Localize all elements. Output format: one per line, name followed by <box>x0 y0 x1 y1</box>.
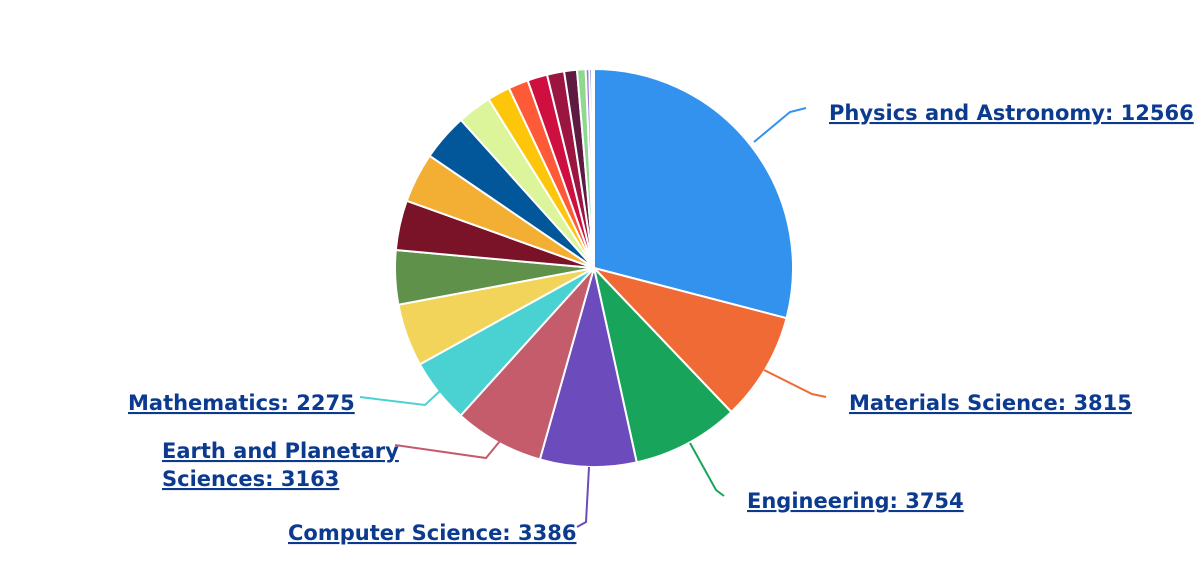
data-label-line: Computer Science: 3386 <box>288 521 576 545</box>
pie-slice-unlabeled-20[interactable] <box>590 67 595 269</box>
pie-slice-engineering[interactable] <box>592 264 733 464</box>
connector-materials-science <box>763 369 827 398</box>
slice-labels: Physics and Astronomy: 12566 Materials Sc… <box>128 101 1194 545</box>
data-label-line: Earth and Planetary <box>162 439 399 463</box>
data-label-line: Engineering: 3754 <box>747 489 964 513</box>
pie-slice-physics-and-astronomy[interactable] <box>593 67 794 320</box>
connector-mathematics <box>359 390 441 407</box>
connector-engineering <box>689 442 725 497</box>
data-label-engineering[interactable]: Engineering: 3754 <box>747 489 964 513</box>
data-label-computer-science[interactable]: Computer Science: 3386 <box>288 521 576 545</box>
data-label-materials-science[interactable]: Materials Science: 3815 <box>849 391 1132 415</box>
pie-slice-materials-science[interactable] <box>590 266 788 414</box>
pie-slices <box>394 67 794 468</box>
label-connectors <box>359 107 827 528</box>
pie-slice-computer-science[interactable] <box>538 267 638 468</box>
data-label-line: Physics and Astronomy: 12566 <box>829 101 1194 125</box>
connector-physics-and-astronomy <box>753 107 807 143</box>
data-label-line: Mathematics: 2275 <box>128 391 355 415</box>
data-label-mathematics[interactable]: Mathematics: 2275 <box>128 391 355 415</box>
data-label-physics-and-astronomy[interactable]: Physics and Astronomy: 12566 <box>829 101 1194 125</box>
connector-earth-and-planetary-sciences <box>394 440 501 460</box>
connector-computer-science <box>576 466 590 528</box>
data-label-line: Materials Science: 3815 <box>849 391 1132 415</box>
data-label-earth-and-planetary-sciences[interactable]: Earth and Planetary Sciences: 3163 <box>162 439 399 491</box>
data-label-line: Sciences: 3163 <box>162 467 339 491</box>
